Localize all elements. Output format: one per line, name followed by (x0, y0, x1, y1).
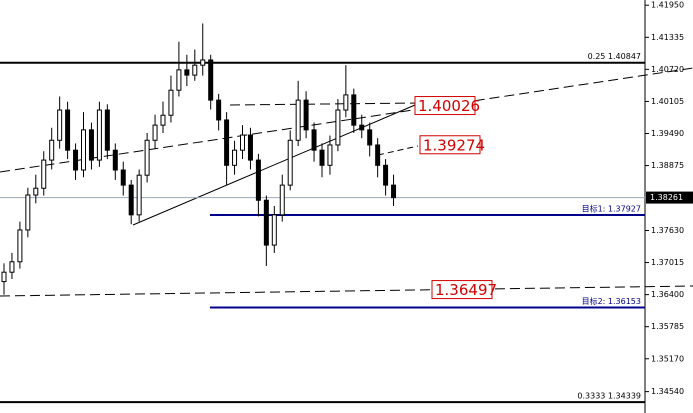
candle-body (168, 89, 174, 116)
level-label: 目标2: 1.36153 (582, 296, 641, 306)
price-label-box (431, 280, 493, 300)
candle-body (120, 169, 126, 186)
candle-body (287, 139, 293, 186)
candle-body (128, 184, 134, 216)
candle-body (224, 119, 230, 166)
y-tick-label: 1.35785 (651, 322, 684, 331)
y-tick-label: 1.39490 (651, 129, 684, 138)
trend-line (229, 102, 421, 106)
trend-line (0, 67, 693, 173)
candle-body (160, 114, 166, 126)
y-tick-label: 1.40720 (651, 65, 684, 74)
candle-body (1, 271, 7, 283)
trend-lines (0, 67, 693, 297)
candle-body (391, 184, 397, 199)
price-label: 1.39274 (423, 136, 485, 154)
candle-body (311, 129, 317, 151)
candle-body (176, 69, 182, 91)
y-tick-label: 1.38875 (651, 161, 684, 170)
candle-body (295, 99, 301, 141)
y-tick-label: 1.37630 (651, 226, 684, 235)
y-tick-label: 1.41335 (651, 33, 684, 42)
candle-body (73, 149, 79, 171)
candle-body (303, 99, 309, 131)
candle-body (319, 149, 325, 166)
y-tick-label: 1.36400 (651, 290, 684, 299)
candle-body (65, 109, 71, 151)
candle-body (383, 164, 389, 186)
candle-body (57, 109, 63, 141)
price-label: 1.40026 (418, 97, 480, 115)
candle-body (247, 134, 253, 161)
trend-line (132, 104, 416, 226)
candle-body (359, 124, 365, 131)
candle-body (216, 99, 222, 121)
trend-line (377, 145, 419, 156)
trend-line (0, 285, 693, 297)
candle-body (96, 109, 102, 161)
candle-body (112, 149, 118, 171)
candle-body (104, 109, 110, 151)
candle-body (9, 261, 15, 273)
candle-body (335, 109, 341, 146)
y-tick-label: 1.41950 (651, 1, 684, 10)
candle-body (25, 194, 31, 231)
y-tick-label: 1.34540 (651, 387, 684, 396)
candle-body (343, 94, 349, 111)
candle-body (232, 149, 238, 166)
price-label-box (414, 96, 476, 116)
level-label: 0.3333 1.34339 (577, 392, 641, 401)
current-price-box (646, 191, 693, 204)
candle-body (184, 69, 190, 76)
candle-body (263, 199, 269, 246)
candle-body (375, 144, 381, 166)
candle-body (240, 134, 245, 151)
candle-body (152, 124, 158, 141)
y-tick-label: 1.35170 (651, 354, 684, 363)
candle-body (255, 159, 261, 201)
candle-body (279, 184, 285, 216)
candle-body (17, 229, 23, 263)
candle-body (88, 129, 94, 161)
candle-body (271, 214, 277, 246)
price-label-box (419, 135, 481, 155)
y-tick-label: 1.40105 (651, 97, 684, 106)
candle-body (144, 139, 150, 176)
candle-body (81, 129, 86, 171)
level-label: 0.25 1.40847 (588, 52, 641, 61)
candle-body (327, 144, 333, 166)
price-label: 1.36497 (435, 281, 497, 299)
candle-body (208, 59, 214, 101)
candle-body (136, 174, 142, 216)
candle-body (200, 59, 206, 66)
candle-body (33, 187, 39, 196)
candle-body (367, 129, 373, 146)
candle-body (351, 94, 357, 126)
candle-body (49, 139, 55, 161)
candle-body (192, 64, 198, 76)
candle-body (41, 159, 47, 189)
current-price-label: 1.38261 (650, 193, 683, 202)
y-tick-label: 1.37015 (651, 258, 684, 267)
level-label: 目标1: 1.37927 (582, 203, 641, 213)
